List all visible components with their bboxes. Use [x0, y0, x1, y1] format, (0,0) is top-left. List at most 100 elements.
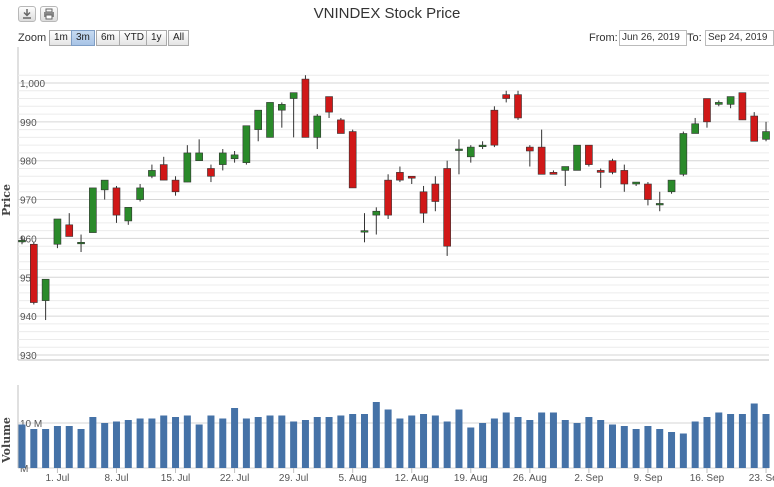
volume-bar: [609, 424, 616, 468]
volume-bar: [455, 409, 463, 468]
y-tick-label: 1,000: [20, 79, 45, 90]
y-tick-label: 990: [20, 118, 37, 129]
up-candle: [53, 218, 62, 245]
down-candle: [738, 92, 747, 121]
volume-bar: [313, 417, 321, 468]
volume-bar: [479, 423, 487, 468]
chart-title: VNINDEX Stock Price: [313, 5, 461, 22]
down-candle: [30, 243, 38, 303]
zoom-3m-button[interactable]: 3m: [71, 30, 95, 46]
x-tick-label: 15. Jul: [161, 473, 190, 484]
volume-bar: [254, 417, 262, 468]
x-tick-label: 8. Jul: [105, 473, 129, 484]
up-candle: [289, 92, 298, 99]
zoom-all-button[interactable]: All: [168, 30, 190, 46]
up-candle: [148, 170, 156, 177]
volume-bar: [431, 415, 439, 468]
volume-bar: [644, 426, 652, 468]
down-candle: [396, 172, 404, 181]
down-candle: [325, 96, 333, 113]
up-candle: [254, 109, 262, 130]
volume-bar: [467, 427, 475, 468]
down-candle: [514, 94, 522, 119]
up-candle: [278, 104, 286, 111]
volume-bar: [750, 403, 758, 468]
x-tick-label: 12. Aug: [395, 473, 429, 484]
volume-bar: [65, 426, 73, 468]
down-candle: [549, 172, 558, 175]
down-candle: [112, 187, 121, 216]
export-button[interactable]: [18, 6, 36, 22]
volume-bar: [691, 421, 699, 468]
volume-bar: [53, 426, 61, 468]
x-tick-label: 22. Jul: [220, 473, 249, 484]
up-candle: [691, 123, 699, 134]
up-candle: [77, 242, 85, 245]
down-candle: [490, 109, 499, 146]
volume-bar: [278, 415, 286, 468]
up-candle: [360, 230, 369, 233]
x-tick-label: 29. Jul: [279, 473, 308, 484]
print-icon: [44, 8, 54, 20]
volume-bar: [101, 423, 109, 468]
up-candle: [372, 210, 381, 216]
up-candle: [89, 187, 97, 233]
volume-bar: [172, 417, 180, 468]
up-candle: [667, 179, 676, 193]
volume-bar: [408, 415, 416, 468]
volume-bar: [727, 414, 735, 468]
volume-bar: [585, 417, 593, 468]
volume-bar: [573, 423, 581, 468]
volume-bar: [679, 433, 687, 468]
volume-bar: [443, 421, 451, 468]
volume-bar: [349, 414, 357, 468]
y-tick-label: 950: [20, 273, 37, 284]
up-candle: [41, 278, 50, 301]
x-tick-label: 9. Sep: [633, 473, 662, 484]
volume-bar: [715, 412, 723, 468]
x-tick-label: 1. Jul: [45, 473, 69, 484]
y-tick-label: 930: [20, 351, 37, 362]
volume-bar: [526, 420, 534, 468]
volume-bar: [396, 418, 404, 468]
volume-axis-title: Volume: [0, 417, 13, 464]
volume-tick-label: M: [20, 464, 28, 475]
up-candle: [230, 154, 239, 160]
volume-bar: [219, 418, 227, 468]
down-candle: [620, 170, 629, 185]
up-candle: [478, 144, 487, 147]
volume-bar: [30, 429, 38, 468]
down-candle: [65, 224, 74, 237]
x-axis-ticks: 1. Jul 8. Jul 15. Jul 22. Jul 29. Jul 5. Aug 1…: [45, 468, 774, 484]
up-candle: [714, 102, 723, 105]
zoom-ytd-button[interactable]: YTD: [119, 30, 149, 46]
up-candle: [679, 133, 688, 175]
from-date-input[interactable]: Jun 26, 2019: [619, 30, 687, 46]
volume-bar: [561, 420, 569, 468]
down-candle: [644, 183, 652, 200]
down-candle: [431, 183, 440, 202]
volume-bar: [231, 408, 239, 468]
volume-bar: [266, 415, 274, 468]
down-candle: [419, 191, 428, 214]
volume-bar: [620, 426, 628, 468]
volume-bar: [136, 418, 144, 468]
up-candle: [195, 152, 203, 161]
price-grid: [17, 47, 769, 361]
x-tick-label: 26. Aug: [513, 473, 547, 484]
print-button[interactable]: [40, 6, 58, 22]
y-tick-label: 960: [20, 234, 37, 245]
down-candle: [596, 170, 605, 173]
up-candle: [655, 203, 664, 206]
zoom-1y-button[interactable]: 1y: [146, 30, 167, 46]
volume-bar: [703, 417, 711, 468]
volume-bar: [325, 417, 333, 468]
volume-bar: [183, 415, 191, 468]
y-axis-ticks: 930 940 950 960 970 980 990 1,000: [20, 79, 45, 362]
volume-bar: [42, 429, 50, 468]
down-candle: [502, 94, 511, 99]
from-label: From:: [589, 32, 618, 44]
x-tick-label: 5. Aug: [339, 473, 367, 484]
volume-bar: [597, 420, 605, 468]
x-tick-label: 16. Sep: [690, 473, 725, 484]
